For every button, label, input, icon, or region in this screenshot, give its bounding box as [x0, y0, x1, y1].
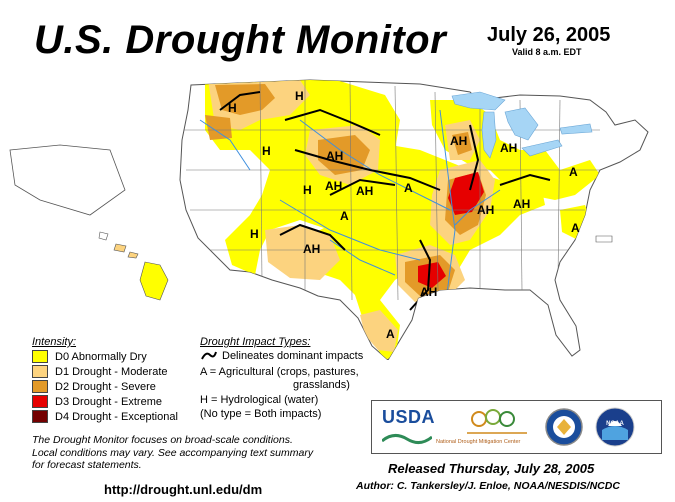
alaska-outline: [9, 144, 126, 216]
label-co-h: H: [250, 227, 259, 241]
legend-d3: D3 Drought - Extreme: [32, 394, 162, 409]
d2-label: D2 Drought - Severe: [55, 381, 156, 393]
drought-d1-tx: [360, 310, 398, 352]
noaa-logo-icon: NOAA: [595, 407, 635, 447]
drought-d3-illinois: [448, 172, 484, 215]
d2-swatch: [32, 379, 48, 393]
impact-a-label: A = Agricultural (crops, pastures,: [200, 366, 359, 378]
impact-title: Drought Impact Types:: [200, 336, 311, 348]
note-line-1: The Drought Monitor focuses on broad-sca…: [32, 434, 293, 446]
state-lines: [182, 80, 600, 301]
d4-label: D4 Drought - Exceptional: [55, 411, 178, 423]
label-ne-ah2: AH: [356, 184, 373, 198]
author-credit: Author: C. Tankersley/J. Enloe, NOAA/NES…: [356, 480, 620, 492]
label-oh-ah: AH: [513, 197, 530, 211]
impact-both-label: (No type = Both impacts): [200, 408, 322, 420]
rivers: [199, 109, 501, 311]
label-mi-ah: AH: [500, 141, 517, 155]
usda-hills-icon: [382, 434, 432, 444]
d0-swatch: [32, 349, 48, 363]
drought-d2-wi: [452, 132, 472, 155]
label-wi-ah: AH: [450, 134, 467, 148]
usda-logo: USDA: [382, 407, 436, 427]
legend-d0: D0 Abnormally Dry: [32, 349, 147, 364]
d1-label: D1 Drought - Moderate: [55, 366, 168, 378]
label-nm-ah: AH: [303, 242, 320, 256]
note-line-2: Local conditions may vary. See accompany…: [32, 446, 314, 459]
label-ks-a: A: [340, 209, 349, 223]
label-ar-ah: AH: [420, 285, 437, 299]
d0-label: D0 Abnormally Dry: [55, 351, 147, 363]
noaa-logo-text: NOAA: [606, 421, 624, 427]
release-date: Released Thursday, July 28, 2005: [388, 461, 595, 476]
partner-logos: USDA National Drought Mitigation Center …: [371, 400, 662, 454]
impact-line-label: Delineates dominant impacts: [222, 350, 364, 362]
lake-ontario: [559, 123, 593, 135]
drought-map: H H AH H H AH AH A A H AH AH AH AH AH A …: [9, 79, 649, 360]
label-mn-h: H: [262, 144, 271, 158]
legend-d2: D2 Drought - Severe: [32, 379, 156, 394]
disclaimer-note: The Drought Monitor focuses on broad-sca…: [32, 434, 362, 472]
drought-d1-nm: [265, 225, 340, 280]
commerce-seal-icon: [545, 408, 583, 446]
label-tx-a: A: [386, 327, 395, 341]
impact-h-label: H = Hydrological (water): [200, 394, 319, 406]
d3-label: D3 Drought - Extreme: [55, 396, 162, 408]
drought-d3-arkansas: [418, 262, 446, 288]
lake-erie: [521, 139, 563, 157]
legend-d1: D1 Drought - Moderate: [32, 364, 168, 379]
valid-time: Valid 8 a.m. EDT: [512, 47, 582, 57]
label-mt-h: H: [228, 101, 237, 115]
label-sd-ah: AH: [326, 149, 343, 163]
page-title: U.S. Drought Monitor: [34, 18, 447, 62]
legend-d4: D4 Drought - Exceptional: [32, 409, 178, 424]
label-wy-h: H: [303, 183, 312, 197]
d1-swatch: [32, 364, 48, 378]
intensity-title: Intensity:: [32, 336, 77, 348]
lake-superior: [451, 91, 506, 111]
impact-line-symbol: [201, 351, 217, 360]
note-line-3: for forecast statements.: [32, 459, 142, 471]
puerto-rico: [595, 235, 613, 243]
ndmc-trees-icon: [467, 409, 527, 434]
map-date: July 26, 2005: [487, 24, 611, 46]
d4-swatch: [32, 409, 48, 423]
label-ny-a: A: [569, 165, 578, 179]
label-nd-h: H: [295, 89, 304, 103]
d3-swatch: [32, 394, 48, 408]
label-in-ah: AH: [477, 203, 494, 217]
ndmc-logo-text: National Drought Mitigation Center: [436, 439, 521, 445]
impact-a-label-cont: grasslands): [293, 379, 350, 391]
lake-michigan: [481, 111, 497, 159]
label-ks-a2: A: [404, 181, 413, 195]
lake-huron: [504, 107, 539, 141]
hawaii-islands: [98, 231, 169, 301]
drought-d2-sd: [318, 135, 370, 175]
drought-d2-mt-west: [205, 115, 232, 140]
label-va-a: A: [571, 221, 580, 235]
label-ne-ah1: AH: [325, 179, 342, 193]
website-link[interactable]: http://drought.unl.edu/dm: [104, 482, 263, 497]
great-lakes: [451, 91, 593, 159]
